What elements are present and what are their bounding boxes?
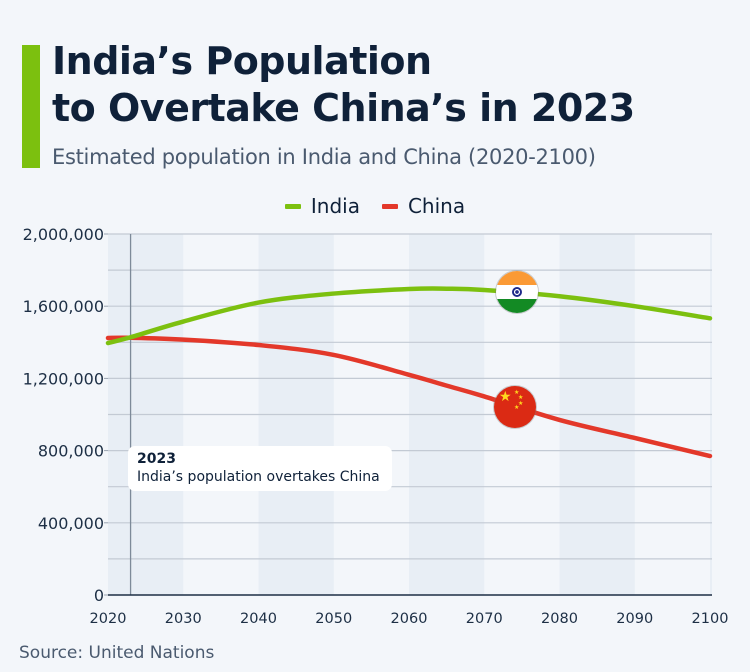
x-tick-label: 2050 bbox=[315, 611, 352, 627]
legend-swatch-india bbox=[284, 203, 301, 209]
x-tick-label: 2030 bbox=[165, 611, 202, 627]
y-tick-label: 2,000,000 bbox=[23, 225, 104, 244]
legend-label-china: China bbox=[407, 194, 466, 218]
x-tick-label: 2070 bbox=[466, 611, 503, 627]
y-tick-label: 1,200,000 bbox=[23, 369, 104, 388]
source-note: Source: United Nations bbox=[19, 643, 215, 663]
legend-swatch-china bbox=[381, 203, 398, 209]
annotation-callout: 2023 India’s population overtakes China bbox=[128, 446, 392, 491]
x-tick-label: 2060 bbox=[391, 611, 428, 627]
x-tick-label: 2090 bbox=[616, 611, 653, 627]
star-icon: ★ bbox=[514, 389, 520, 396]
title-accent-bar bbox=[22, 45, 40, 168]
chart-subtitle: Estimated population in India and China … bbox=[52, 145, 596, 169]
legend: India China bbox=[0, 194, 750, 218]
star-icon: ★ bbox=[499, 389, 512, 405]
x-tick-label: 2080 bbox=[541, 611, 578, 627]
x-tick-label: 2020 bbox=[90, 611, 127, 627]
legend-item-china[interactable]: China bbox=[381, 194, 466, 218]
y-tick-label: 400,000 bbox=[38, 514, 104, 533]
y-axis-ticks: 0 400,000 800,000 1,200,000 1,600,000 2,000,0… bbox=[23, 225, 108, 605]
star-icon: ★ bbox=[518, 394, 524, 401]
y-tick-label: 1,600,000 bbox=[23, 297, 104, 316]
y-tick-label: 0 bbox=[94, 586, 104, 605]
india-flag-icon bbox=[496, 271, 538, 313]
x-tick-label: 2100 bbox=[692, 611, 729, 627]
star-icon: ★ bbox=[514, 404, 520, 411]
legend-label-india: India bbox=[310, 194, 360, 218]
series-lines bbox=[105, 286, 713, 459]
x-tick-label: 2040 bbox=[240, 611, 277, 627]
chart-title: India’s Population to Overtake China’s i… bbox=[52, 39, 635, 130]
y-tick-label: 800,000 bbox=[38, 442, 104, 461]
ashoka-chakra-icon bbox=[512, 287, 522, 297]
x-axis-ticks: 2020 2030 2040 2050 2060 2070 2080 2090 2100 bbox=[90, 611, 729, 627]
annotation-year: 2023 bbox=[137, 451, 176, 467]
legend-item-india[interactable]: India bbox=[284, 194, 360, 218]
star-icon: ★ bbox=[518, 400, 524, 407]
annotation-text: India’s population overtakes China bbox=[137, 469, 380, 485]
china-flag-icon: ★ ★ ★ ★ ★ bbox=[494, 386, 536, 428]
